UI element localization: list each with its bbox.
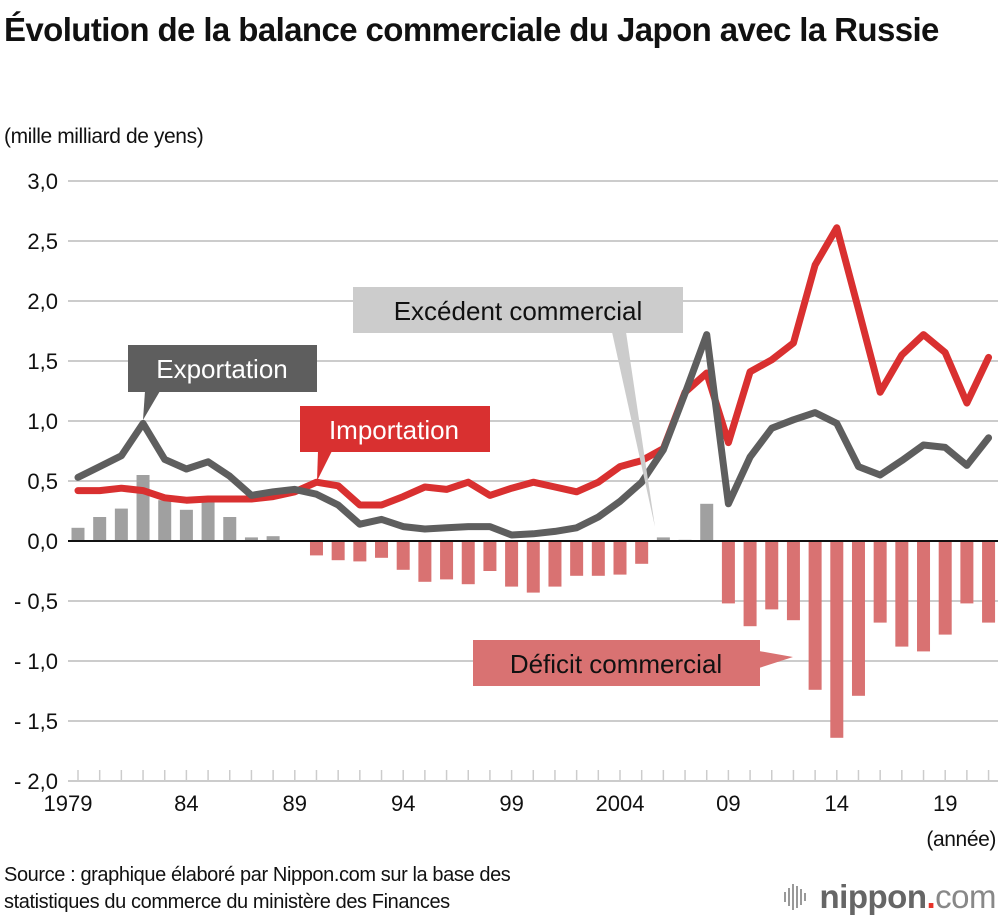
deficit-bar: [786, 541, 800, 621]
deficit-bar: [461, 541, 475, 585]
y-tick-label: 1,0: [27, 409, 58, 434]
callout-surplus-label: Excédent commercial: [394, 296, 643, 326]
deficit-bar: [505, 541, 519, 587]
y-tick-label: - 1,5: [14, 709, 58, 734]
deficit-bar: [309, 541, 323, 556]
callout-surplus: Excédent commercial: [353, 287, 683, 527]
surplus-bar: [656, 537, 670, 541]
y-tick-label: 2,0: [27, 289, 58, 314]
deficit-bar: [331, 541, 345, 561]
deficit-bar: [917, 541, 931, 652]
y-tick-label: 0,0: [27, 529, 58, 554]
callout-import-label: Importation: [329, 415, 459, 445]
callout-surplus-pointer: [612, 332, 655, 527]
surplus-bar: [179, 509, 193, 541]
callout-export: Exportation: [128, 345, 317, 420]
nippon-logo: nippon. com: [782, 878, 996, 916]
callout-export-label: Exportation: [156, 354, 288, 384]
x-tick-label: 14: [825, 791, 849, 816]
callout-surplus-box: [353, 287, 683, 333]
callout-deficit-box: [473, 640, 760, 686]
deficit-bar: [353, 541, 367, 562]
deficit-bar: [895, 541, 909, 647]
balance-bars: [68, 475, 998, 738]
source-line-1: Source : graphique élaboré par Nippon.co…: [4, 864, 511, 886]
source-note: Source : graphique élaboré par Nippon.co…: [4, 862, 511, 916]
callout-import-pointer: [317, 451, 332, 481]
surplus-bar: [158, 500, 172, 541]
deficit-bar: [851, 541, 865, 696]
series-lines: [74, 224, 993, 539]
deficit-bar: [635, 541, 649, 564]
source-line-2: statistiques du commerce du ministère de…: [4, 891, 450, 913]
surplus-bar: [201, 501, 215, 541]
y-tick-label: 3,0: [27, 169, 58, 194]
deficit-bar: [830, 541, 844, 738]
logo-dot: .: [926, 878, 936, 915]
deficit-bar: [743, 541, 757, 627]
deficit-bar: [960, 541, 974, 604]
deficit-bar: [483, 541, 497, 571]
logo-text-nippon: nippon: [819, 878, 927, 915]
surplus-bar: [223, 517, 237, 541]
export-line: [74, 331, 993, 539]
callout-export-pointer: [143, 391, 160, 420]
deficit-bar: [765, 541, 779, 610]
y-tick-label: 0,5: [27, 469, 58, 494]
x-axis-unit-label: (année): [926, 828, 996, 851]
surplus-bar: [700, 503, 714, 541]
y-tick-label: 2,5: [27, 229, 58, 254]
y-axis-ticks: 3,0 2,5 2,0 1,5 1,0 0,5 0,0 - 0,5 - 1,0 - 1,5 - 2,…: [14, 169, 58, 794]
soundwave-icon: [783, 884, 806, 910]
x-axis: 1979 84 89 94 99 2004 09 14 19: [44, 770, 990, 816]
callouts: Exportation Importation Excédent commerc…: [128, 287, 793, 686]
x-tick-label: 94: [391, 791, 415, 816]
y-tick-label: - 0,5: [14, 589, 58, 614]
deficit-bar: [570, 541, 584, 576]
x-tick-label: 09: [716, 791, 740, 816]
x-tick-label: 84: [174, 791, 198, 816]
callout-deficit-pointer: [759, 651, 793, 668]
deficit-bar: [440, 541, 454, 580]
y-axis-unit-label: (mille milliard de yens): [4, 125, 204, 148]
surplus-bar: [244, 537, 258, 541]
deficit-bar: [396, 541, 410, 570]
import-line: [74, 224, 993, 509]
x-tick-label: 19: [933, 791, 957, 816]
callout-deficit: Déficit commercial: [473, 640, 793, 686]
deficit-bar: [591, 541, 605, 576]
surplus-bar: [136, 475, 150, 541]
deficit-bar: [808, 541, 822, 690]
surplus-bar: [93, 517, 107, 541]
x-tick-label: 2004: [596, 791, 645, 816]
surplus-bar: [114, 508, 128, 541]
chart-title: Évolution de la balance commerciale du J…: [4, 11, 939, 48]
logo-text-com: com: [935, 878, 996, 915]
x-tick-label: 89: [283, 791, 307, 816]
deficit-bar: [721, 541, 735, 604]
y-tick-label: - 2,0: [14, 769, 58, 794]
callout-export-box: [128, 345, 317, 392]
y-tick-label: 1,5: [27, 349, 58, 374]
y-tick-label: - 1,0: [14, 649, 58, 674]
callout-import: Importation: [300, 406, 490, 481]
callout-import-box: [300, 406, 490, 452]
deficit-bar: [548, 541, 562, 587]
x-tick-label: 1979: [44, 791, 93, 816]
surplus-bar: [266, 536, 280, 541]
callout-deficit-label: Déficit commercial: [510, 649, 722, 679]
deficit-bar: [375, 541, 389, 558]
deficit-bar: [873, 541, 887, 623]
deficit-bar: [982, 541, 996, 623]
surplus-bar: [71, 527, 85, 541]
x-tick-label: 99: [499, 791, 523, 816]
deficit-bar: [418, 541, 432, 582]
deficit-bar: [938, 541, 952, 635]
deficit-bar: [613, 541, 627, 575]
deficit-bar: [526, 541, 540, 593]
